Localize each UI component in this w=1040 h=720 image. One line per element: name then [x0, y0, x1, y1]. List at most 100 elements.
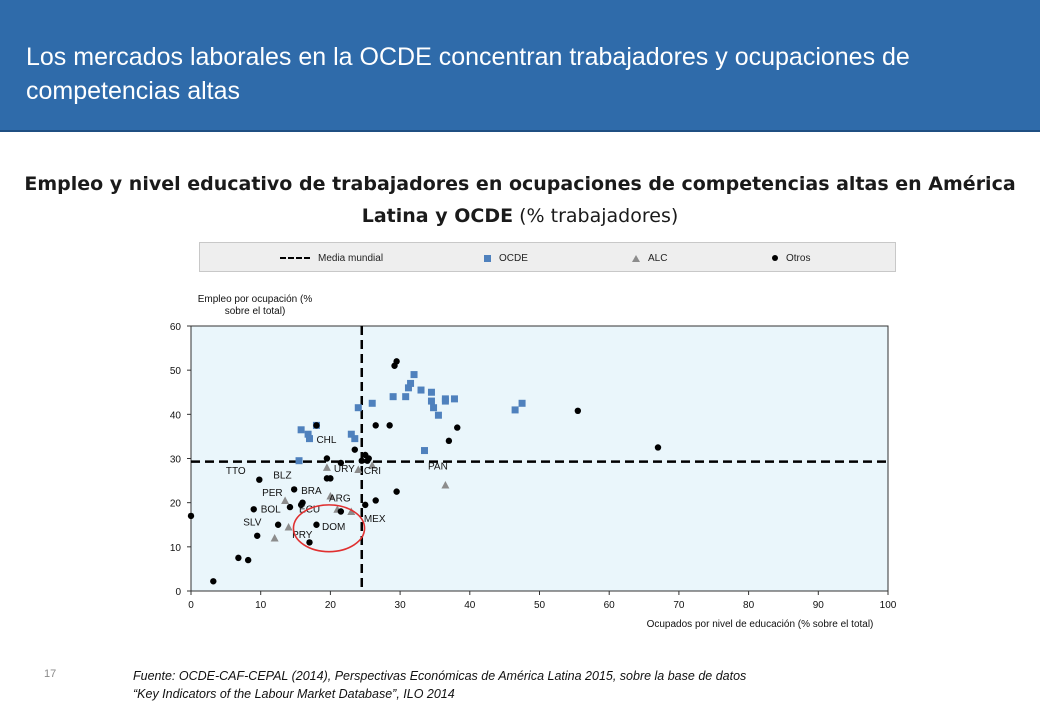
others-point — [327, 475, 334, 482]
alc-point — [281, 496, 290, 504]
oecd-point — [351, 435, 359, 443]
country-label: DOM — [322, 522, 345, 533]
others-point — [386, 422, 393, 429]
country-label: BOL — [261, 504, 281, 515]
alc-point — [354, 465, 363, 474]
chart-title-unit: (% trabajadores) — [513, 205, 679, 227]
country-label: BRA — [301, 486, 322, 497]
oecd-point — [305, 435, 313, 443]
x-tick-label: 60 — [604, 600, 616, 611]
others-point — [358, 457, 365, 464]
others-point — [574, 407, 582, 414]
alc-point — [326, 492, 335, 500]
legend-item-alc: ALC — [632, 243, 667, 273]
others-point — [254, 532, 261, 539]
y-tick-label: 40 — [170, 410, 182, 421]
country-label: ECU — [299, 504, 320, 515]
others-point — [290, 486, 298, 493]
alc-point — [441, 481, 450, 489]
oecd-point — [430, 404, 438, 412]
x-tick-label: 50 — [534, 600, 546, 611]
alc-point — [322, 463, 331, 471]
oecd-point — [295, 457, 303, 465]
country-label: URY — [334, 464, 355, 475]
country-label: PRY — [292, 530, 313, 541]
others-point — [337, 508, 345, 515]
x-tick-label: 30 — [395, 600, 407, 611]
others-point — [306, 539, 313, 546]
others-point — [323, 455, 331, 462]
others-point — [299, 499, 306, 506]
legend-item-oecd: OCDE — [484, 243, 528, 273]
country-label: MEX — [364, 514, 386, 525]
oecd-point — [441, 397, 449, 405]
alc-point — [368, 461, 377, 469]
x-tick-label: 0 — [188, 600, 194, 611]
x-tick-label: 80 — [743, 600, 755, 611]
x-tick-label: 90 — [813, 600, 825, 611]
legend-item-mean: Media mundial — [280, 243, 383, 273]
others-point — [337, 459, 345, 467]
x-tick-label: 70 — [673, 600, 685, 611]
x-tick-label: 10 — [255, 600, 267, 611]
oecd-point — [420, 447, 428, 455]
legend-label-mean: Media mundial — [318, 252, 384, 264]
oecd-point — [407, 379, 415, 387]
others-point — [187, 512, 195, 520]
others-point — [351, 446, 358, 453]
highlight-circle — [292, 504, 366, 553]
y-tick-label: 30 — [170, 455, 182, 466]
country-label: ARG — [329, 493, 351, 504]
others-point — [454, 424, 461, 431]
y-axis-label-line1: Empleo por ocupación (% — [198, 294, 313, 305]
source-note: Fuente: OCDE-CAF-CEPAL (2014), Perspecti… — [133, 667, 1013, 703]
alc-point — [284, 522, 293, 531]
oecd-point — [427, 397, 435, 405]
x-tick-label: 20 — [325, 600, 337, 611]
others-point — [286, 503, 294, 511]
oecd-point — [417, 386, 425, 394]
y-tick-label: 20 — [170, 499, 182, 510]
others-point — [372, 497, 379, 504]
chart-legend: Media mundial OCDE ALC Otros — [199, 242, 896, 272]
oecd-point — [518, 399, 526, 407]
source-line-2: “Key Indicators of the Labour Market Dat… — [133, 687, 455, 701]
y-axis-label-line2: sobre el total) — [225, 306, 286, 317]
oecd-point — [410, 371, 418, 379]
x-tick-label: 40 — [464, 600, 476, 611]
others-point — [393, 488, 400, 495]
others-point — [393, 358, 400, 365]
country-label: SLV — [243, 518, 261, 529]
oecd-point — [347, 430, 355, 438]
oecd-point — [389, 393, 397, 401]
others-point — [274, 521, 282, 528]
chart-title-bold: Empleo y nivel educativo de trabajadores… — [24, 173, 1016, 227]
y-tick-label: 0 — [175, 587, 181, 598]
others-point — [654, 444, 662, 451]
others-point — [250, 506, 257, 513]
country-label: BLZ — [273, 470, 291, 481]
slide-header: Los mercados laborales en la OCDE concen… — [0, 0, 1040, 132]
legend-label-others: Otros — [786, 252, 811, 264]
others-point — [362, 501, 369, 509]
oecd-point — [434, 411, 442, 419]
legend-label-alc: ALC — [648, 252, 668, 264]
chart-title: Empleo y nivel educativo de trabajadores… — [20, 168, 1020, 232]
oecd-point — [511, 406, 519, 414]
oecd-point — [354, 404, 362, 412]
y-tick-label: 10 — [170, 543, 182, 554]
oecd-point — [304, 430, 312, 438]
country-label: CRI — [364, 466, 381, 477]
alc-point — [347, 507, 356, 515]
circle-marker-icon — [772, 255, 778, 261]
page-number: 17 — [44, 668, 57, 680]
oecd-point — [402, 393, 410, 401]
slide-title: Los mercados laborales en la OCDE concen… — [26, 43, 910, 105]
others-point — [365, 455, 372, 462]
x-axis-label: Ocupados por nivel de educación (% sobre… — [647, 619, 874, 630]
oecd-point — [427, 388, 435, 396]
others-point — [313, 521, 320, 528]
source-line-1: Fuente: OCDE-CAF-CEPAL (2014), Perspecti… — [133, 669, 747, 683]
triangle-marker-icon — [632, 254, 640, 262]
